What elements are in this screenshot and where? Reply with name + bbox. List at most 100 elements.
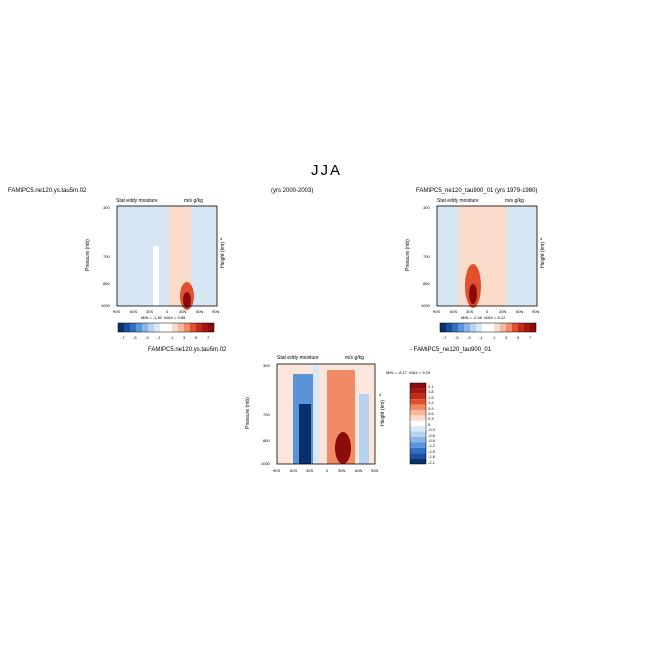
panel-2-cbar-tick: 3 — [505, 335, 508, 340]
header-right-case: FAMIPC5_ne120_tau900_01 (yrs 1979-1980) — [416, 188, 538, 194]
panel-3-xtick: 60N — [355, 468, 363, 473]
panel-3-cbar-tick: -0.3 — [428, 427, 435, 432]
panel-3-cbar-tick: 0.3 — [428, 416, 434, 421]
panel-1-xtick: 60N — [196, 309, 204, 314]
panel-3-stats: MIN = -8.17 MAX = 9.29 — [386, 370, 431, 375]
panel-3-cbar-tick: -1.8 — [428, 454, 435, 459]
panel-3-cbar-tick: 2.1 — [428, 384, 434, 389]
panel-3-cbar-tick: -0.6 — [428, 433, 435, 438]
panel-1-ylabel: Pressure (mb) — [84, 239, 91, 271]
panel-1-cbar-tick: -5 — [133, 335, 137, 340]
panel-3-right-label: Height (km) — [379, 400, 386, 426]
panel-3-cbar-tick: 1.8 — [428, 389, 434, 394]
panel-3-cbar-tick: 0.6 — [428, 411, 434, 416]
panel-3-cbar-tick: -2.1 — [428, 460, 435, 465]
panel-2-cbar-tick: -7 — [443, 335, 447, 340]
panel-2-xtick: 90S — [433, 309, 441, 314]
panel-1-stats: MIN = -1.82 MAX = 9.88 — [141, 315, 186, 320]
panel-3-xtick: 90N — [371, 468, 379, 473]
panel-1-cbar-tick: -3 — [145, 335, 149, 340]
panel-2-right-label: Height (km) — [539, 242, 546, 268]
panel-1-ytick: 1000 — [101, 303, 110, 308]
panel-1-salmon-band — [169, 206, 191, 306]
panel-2-cbar-tick: 1 — [493, 335, 496, 340]
panel-2-cbar-tick: -5 — [455, 335, 459, 340]
panel-2-ytick: 300 — [423, 205, 430, 210]
panel-2-cbar-tick: -1 — [479, 335, 483, 340]
panel-3-cbar-tick: -1.5 — [428, 449, 435, 454]
panel-1-right-tick: 4 — [220, 236, 223, 241]
panel-1-ytick: 700 — [103, 254, 110, 259]
panel-1-right-label: Height (km) — [219, 242, 226, 268]
panel-1-xtick: 0 — [166, 309, 169, 314]
panel-3-cbar-tick: -0.9 — [428, 438, 435, 443]
panel-2-cbar-tick: 5 — [517, 335, 520, 340]
panel-1-cbar-tick: 5 — [195, 335, 198, 340]
panel-2-cbar-tick: 7 — [529, 335, 532, 340]
panel-2-xtick: 60S — [450, 309, 458, 314]
panel-3-right-tick: 4 — [379, 392, 382, 397]
panel-1-colorbar — [117, 322, 215, 333]
panel-1-light-band — [153, 246, 159, 306]
panel-2-ytick: 850 — [423, 281, 430, 286]
panel-3-name: Stat eddy moisture — [277, 355, 319, 361]
panel-3-ytick: 850 — [263, 438, 270, 443]
panel-1-maximum-core — [183, 292, 191, 308]
panel-1-name: Stat eddy moisture — [116, 198, 158, 204]
panel-1-xtick: 30S — [146, 309, 154, 314]
panel-3-blue-right — [359, 394, 369, 464]
header-years: (yrs 2000-2003) — [271, 188, 314, 194]
panel-1-plot — [116, 205, 218, 310]
panel-1-ytick: 300 — [103, 205, 110, 210]
panel-1-cbar-tick: 1 — [171, 335, 174, 340]
panel-3-xtick: 90S — [273, 468, 281, 473]
panel-3-cbar-tick: 0 — [428, 422, 431, 427]
panel-2-cbar-tick: -3 — [467, 335, 471, 340]
panel-2-ytick: 1000 — [421, 303, 430, 308]
panel-3-plot — [276, 363, 376, 465]
panel-2-plot — [436, 205, 538, 308]
panel-2-stats: MIN = -2.06 MAX = 8.12 — [461, 315, 506, 320]
panel-3-ytick: 700 — [263, 412, 270, 417]
panel-3-cbar-tick: 1.5 — [428, 395, 434, 400]
panel-2-ylabel: Pressure (mb) — [404, 239, 411, 271]
panel-2-xtick: 30S — [466, 309, 474, 314]
panel-3-xtick: 30S — [306, 468, 314, 473]
panel-1-cbar-tick: 3 — [183, 335, 186, 340]
panel-2-colorbar — [439, 322, 537, 333]
panel-3-blue-core — [299, 404, 311, 464]
panel-3-colorbar — [409, 382, 427, 465]
panel-2-maximum-core — [469, 284, 477, 304]
panel-2-units: m/s g/kg — [505, 198, 524, 204]
panel-2-right-tick: 4 — [540, 236, 543, 241]
panel-1-cbar-tick: -1 — [157, 335, 161, 340]
panel-3-cbar-tick: -1.2 — [428, 443, 435, 448]
panel-3-xtick: 0 — [326, 468, 329, 473]
panel-1-xtick: 90N — [212, 309, 220, 314]
figure-title: JJA — [311, 162, 343, 179]
panel-3-ylabel: Pressure (mb) — [244, 397, 251, 429]
panel-1-field — [117, 206, 217, 306]
panel-1-units: m/s g/kg — [184, 198, 203, 204]
header-left-case: FAMIPC5.ne120.ys.tau5m.02 — [8, 188, 87, 194]
panel-3-light-strip — [313, 364, 319, 464]
panel-3-xtick: 60S — [290, 468, 298, 473]
panel-3-ytick: 1000 — [261, 461, 270, 466]
panel-1-cbar-tick: 7 — [207, 335, 210, 340]
panel-2-xtick: 0 — [486, 309, 489, 314]
panel-1-ytick: 850 — [103, 281, 110, 286]
panel-3-red-core — [335, 432, 351, 464]
panel-3-ytick: 300 — [263, 363, 270, 368]
panel-2-name: Stat eddy moisture — [437, 198, 479, 204]
panel-1-cbar-tick: -7 — [121, 335, 125, 340]
panel-2-ytick: 700 — [423, 254, 430, 259]
panel-3-units: m/s g/kg — [345, 355, 364, 361]
header-diff-right: - FAMIPC5_ne120_tau900_01 — [410, 347, 492, 353]
panel-1-xtick: 90S — [113, 309, 121, 314]
header-diff-left: FAMIPC5.ne120.ys.tau5m.02 — [148, 347, 227, 353]
panel-3-cbar-tick: 0.9 — [428, 406, 434, 411]
panel-2-xtick: 60N — [516, 309, 524, 314]
panel-2-xtick: 90N — [532, 309, 540, 314]
panel-1-xtick: 60S — [130, 309, 138, 314]
panel-1-xtick: 30N — [179, 309, 187, 314]
